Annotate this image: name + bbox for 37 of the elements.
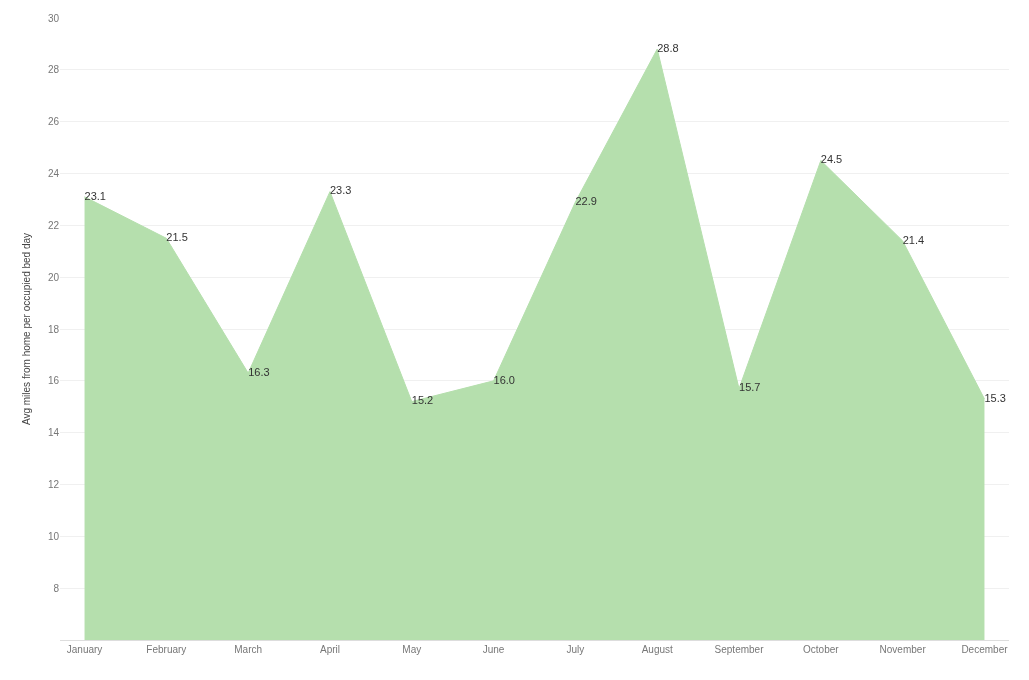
x-tick-label: June bbox=[482, 644, 505, 655]
data-label: 15.7 bbox=[739, 381, 761, 394]
y-tick-label: 22 bbox=[47, 219, 60, 231]
y-axis-title: Avg miles from home per occupied bed day bbox=[20, 232, 32, 426]
x-tick-label: May bbox=[402, 644, 422, 655]
data-label: 22.9 bbox=[575, 194, 597, 207]
x-tick-label: July bbox=[566, 644, 585, 655]
data-label: 23.1 bbox=[84, 189, 106, 202]
x-tick-label: January bbox=[66, 644, 103, 655]
y-tick-label: 30 bbox=[47, 12, 60, 24]
data-label: 16.3 bbox=[248, 365, 270, 378]
data-label: 15.3 bbox=[984, 391, 1006, 404]
y-tick-label: 10 bbox=[47, 530, 60, 542]
data-label: 15.2 bbox=[411, 394, 434, 407]
x-tick-label: August bbox=[641, 644, 673, 655]
x-tick-label: February bbox=[146, 644, 187, 655]
y-tick-label: 20 bbox=[47, 271, 60, 283]
data-label: 24.5 bbox=[820, 153, 843, 166]
x-tick-label: April bbox=[319, 644, 340, 655]
data-label: 16.0 bbox=[493, 373, 516, 386]
x-tick-label: March bbox=[234, 644, 263, 655]
x-tick-label: December bbox=[961, 644, 1009, 655]
data-label: 23.3 bbox=[329, 184, 352, 197]
data-label: 21.5 bbox=[166, 231, 188, 244]
y-tick-label: 14 bbox=[47, 427, 60, 439]
y-tick-label: 24 bbox=[47, 168, 60, 179]
y-tick-label: 16 bbox=[47, 375, 60, 387]
data-label: 28.8 bbox=[657, 41, 679, 54]
y-tick-label: 8 bbox=[53, 582, 60, 594]
y-tick-label: 12 bbox=[47, 479, 60, 490]
y-tick-label: 26 bbox=[47, 116, 60, 128]
y-tick-label: 28 bbox=[47, 64, 60, 76]
y-tick-label: 18 bbox=[47, 323, 60, 335]
x-tick-label: September bbox=[714, 644, 765, 655]
data-label: 21.4 bbox=[902, 233, 925, 246]
x-tick-label: November bbox=[879, 644, 927, 655]
x-tick-label: October bbox=[803, 644, 840, 655]
